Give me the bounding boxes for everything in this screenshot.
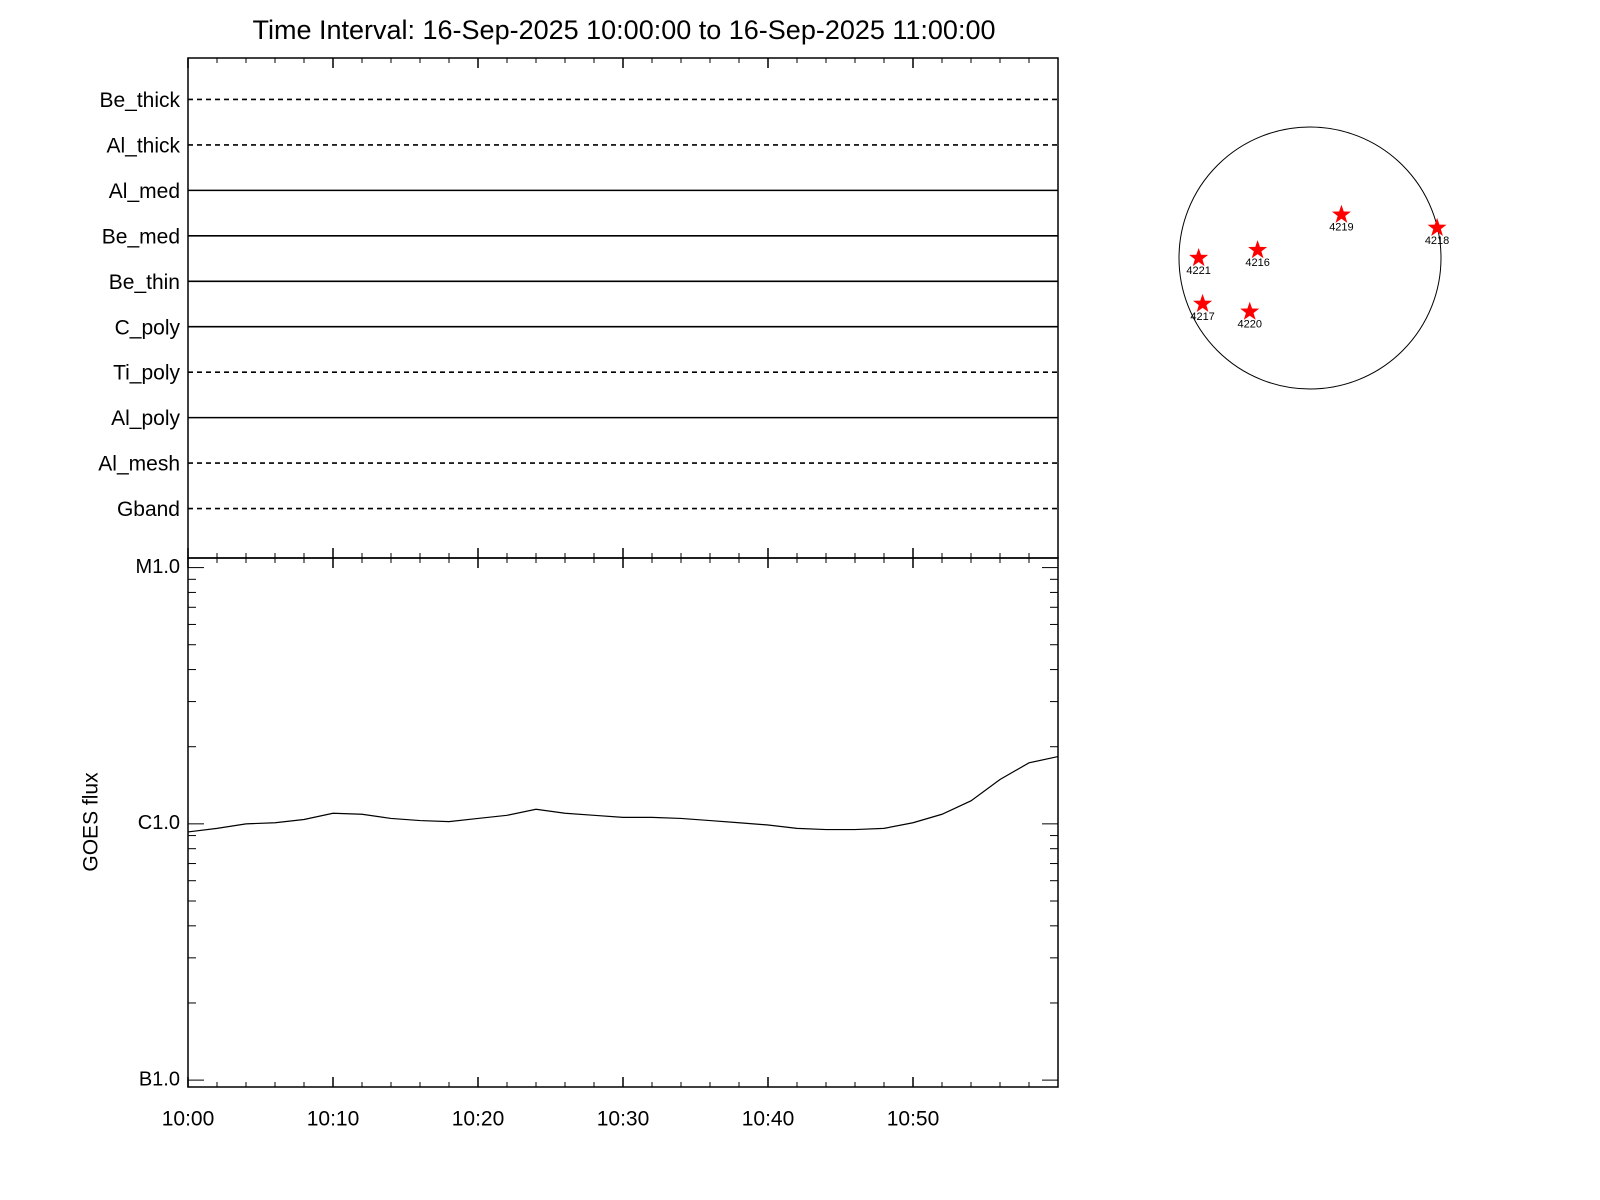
region-label: 4216 (1245, 257, 1269, 269)
filter-label: Be_thin (109, 271, 180, 294)
y-tick-label: C1.0 (138, 812, 180, 834)
filter-label: Al_thick (106, 134, 180, 157)
y-axis-label: GOES flux (80, 772, 103, 872)
filter-label: C_poly (115, 316, 181, 339)
region-star (1331, 204, 1351, 223)
filter-label: Al_mesh (98, 453, 180, 476)
filter-label: Gband (117, 498, 180, 521)
region-label: 4220 (1237, 319, 1261, 331)
y-tick-label: B1.0 (139, 1068, 180, 1090)
x-tick-label: 10:50 (887, 1108, 940, 1131)
region-star (1193, 293, 1213, 312)
chart-title: Time Interval: 16-Sep-2025 10:00:00 to 1… (252, 15, 995, 45)
y-tick-label: M1.0 (136, 556, 180, 578)
region-star (1240, 301, 1260, 320)
filter-label: Al_poly (111, 407, 180, 430)
region-star (1189, 248, 1209, 267)
flux-line (187, 756, 1059, 833)
solar-disk (1178, 126, 1442, 390)
filter-label: Al_med (109, 180, 180, 203)
filter-label: Be_thick (99, 89, 180, 112)
x-tick-label: 10:10 (307, 1108, 360, 1131)
region-label: 4221 (1186, 265, 1210, 277)
region-label: 4219 (1329, 222, 1353, 234)
x-tick-label: 10:00 (162, 1108, 215, 1131)
x-tick-label: 10:40 (742, 1108, 795, 1131)
region-label: 4218 (1425, 235, 1449, 247)
region-star (1427, 217, 1447, 236)
region-label: 4217 (1190, 311, 1214, 323)
x-tick-label: 10:30 (597, 1108, 650, 1131)
region-star (1248, 240, 1268, 259)
x-tick-label: 10:20 (452, 1108, 505, 1131)
filter-label: Be_med (102, 225, 180, 248)
filter-label: Ti_poly (113, 362, 180, 385)
